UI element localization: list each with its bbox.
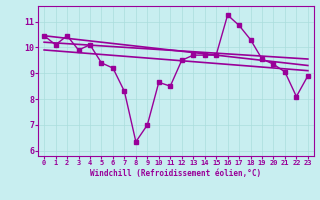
X-axis label: Windchill (Refroidissement éolien,°C): Windchill (Refroidissement éolien,°C) bbox=[91, 169, 261, 178]
